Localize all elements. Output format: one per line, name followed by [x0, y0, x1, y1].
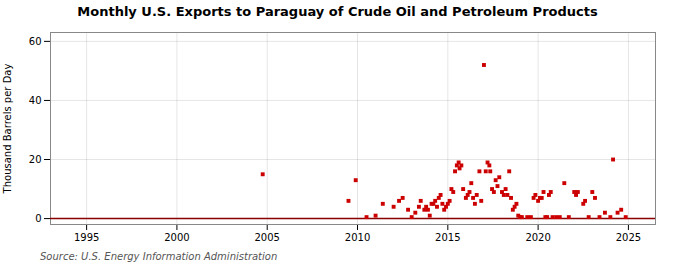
svg-text:2005: 2005: [254, 232, 279, 243]
svg-text:2000: 2000: [164, 232, 189, 243]
svg-text:2010: 2010: [345, 232, 370, 243]
svg-text:20: 20: [29, 154, 42, 165]
svg-text:2015: 2015: [435, 232, 460, 243]
svg-text:2025: 2025: [616, 232, 641, 243]
svg-text:1995: 1995: [74, 232, 99, 243]
svg-text:60: 60: [29, 36, 42, 47]
svg-text:Thousand Barrels per Day: Thousand Barrels per Day: [2, 64, 13, 195]
svg-text:0: 0: [35, 213, 41, 224]
svg-text:40: 40: [29, 95, 42, 106]
html-text:Monthly U.S. Exports to Paragu: Monthly U.S. Exports to Paraguay of Crud…: [77, 4, 598, 19]
html-text:Source: U.S. Energy Informatio: Source: U.S. Energy Information Administ…: [40, 251, 278, 262]
svg-text:2020: 2020: [525, 232, 550, 243]
